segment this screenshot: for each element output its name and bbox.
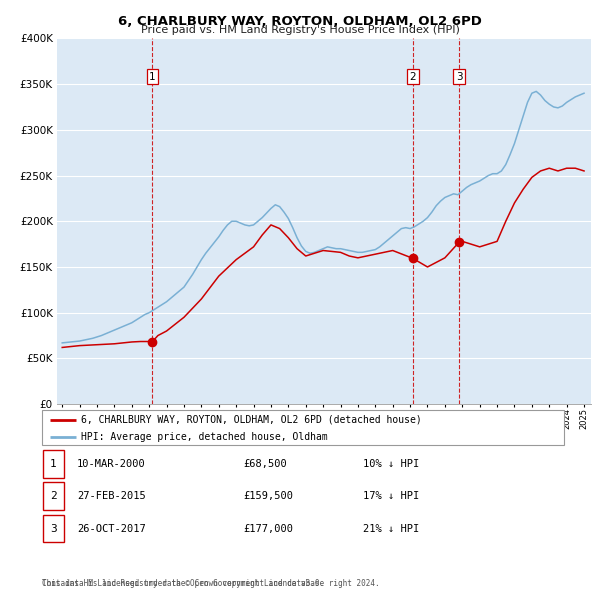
- Text: 1: 1: [149, 72, 156, 82]
- Text: 10-MAR-2000: 10-MAR-2000: [77, 459, 146, 468]
- Text: £68,500: £68,500: [243, 459, 287, 468]
- Text: 17% ↓ HPI: 17% ↓ HPI: [363, 491, 419, 501]
- Text: 2: 2: [409, 72, 416, 82]
- Text: 27-FEB-2015: 27-FEB-2015: [77, 491, 146, 501]
- Text: Price paid vs. HM Land Registry's House Price Index (HPI): Price paid vs. HM Land Registry's House …: [140, 25, 460, 35]
- Text: £159,500: £159,500: [243, 491, 293, 501]
- Text: HPI: Average price, detached house, Oldham: HPI: Average price, detached house, Oldh…: [81, 432, 328, 441]
- Text: 6, CHARLBURY WAY, ROYTON, OLDHAM, OL2 6PD: 6, CHARLBURY WAY, ROYTON, OLDHAM, OL2 6P…: [118, 15, 482, 28]
- Text: Contains HM Land Registry data © Crown copyright and database right 2024.: Contains HM Land Registry data © Crown c…: [42, 579, 380, 588]
- Text: 21% ↓ HPI: 21% ↓ HPI: [363, 524, 419, 533]
- Text: 3: 3: [455, 72, 462, 82]
- Text: 2: 2: [50, 491, 57, 501]
- Text: 10% ↓ HPI: 10% ↓ HPI: [363, 459, 419, 468]
- Text: This data is licensed under the Open Government Licence v3.0.: This data is licensed under the Open Gov…: [42, 569, 324, 588]
- Text: £177,000: £177,000: [243, 524, 293, 533]
- Text: 1: 1: [50, 459, 57, 468]
- Text: 26-OCT-2017: 26-OCT-2017: [77, 524, 146, 533]
- Text: 6, CHARLBURY WAY, ROYTON, OLDHAM, OL2 6PD (detached house): 6, CHARLBURY WAY, ROYTON, OLDHAM, OL2 6P…: [81, 415, 422, 425]
- Text: 3: 3: [50, 524, 57, 533]
